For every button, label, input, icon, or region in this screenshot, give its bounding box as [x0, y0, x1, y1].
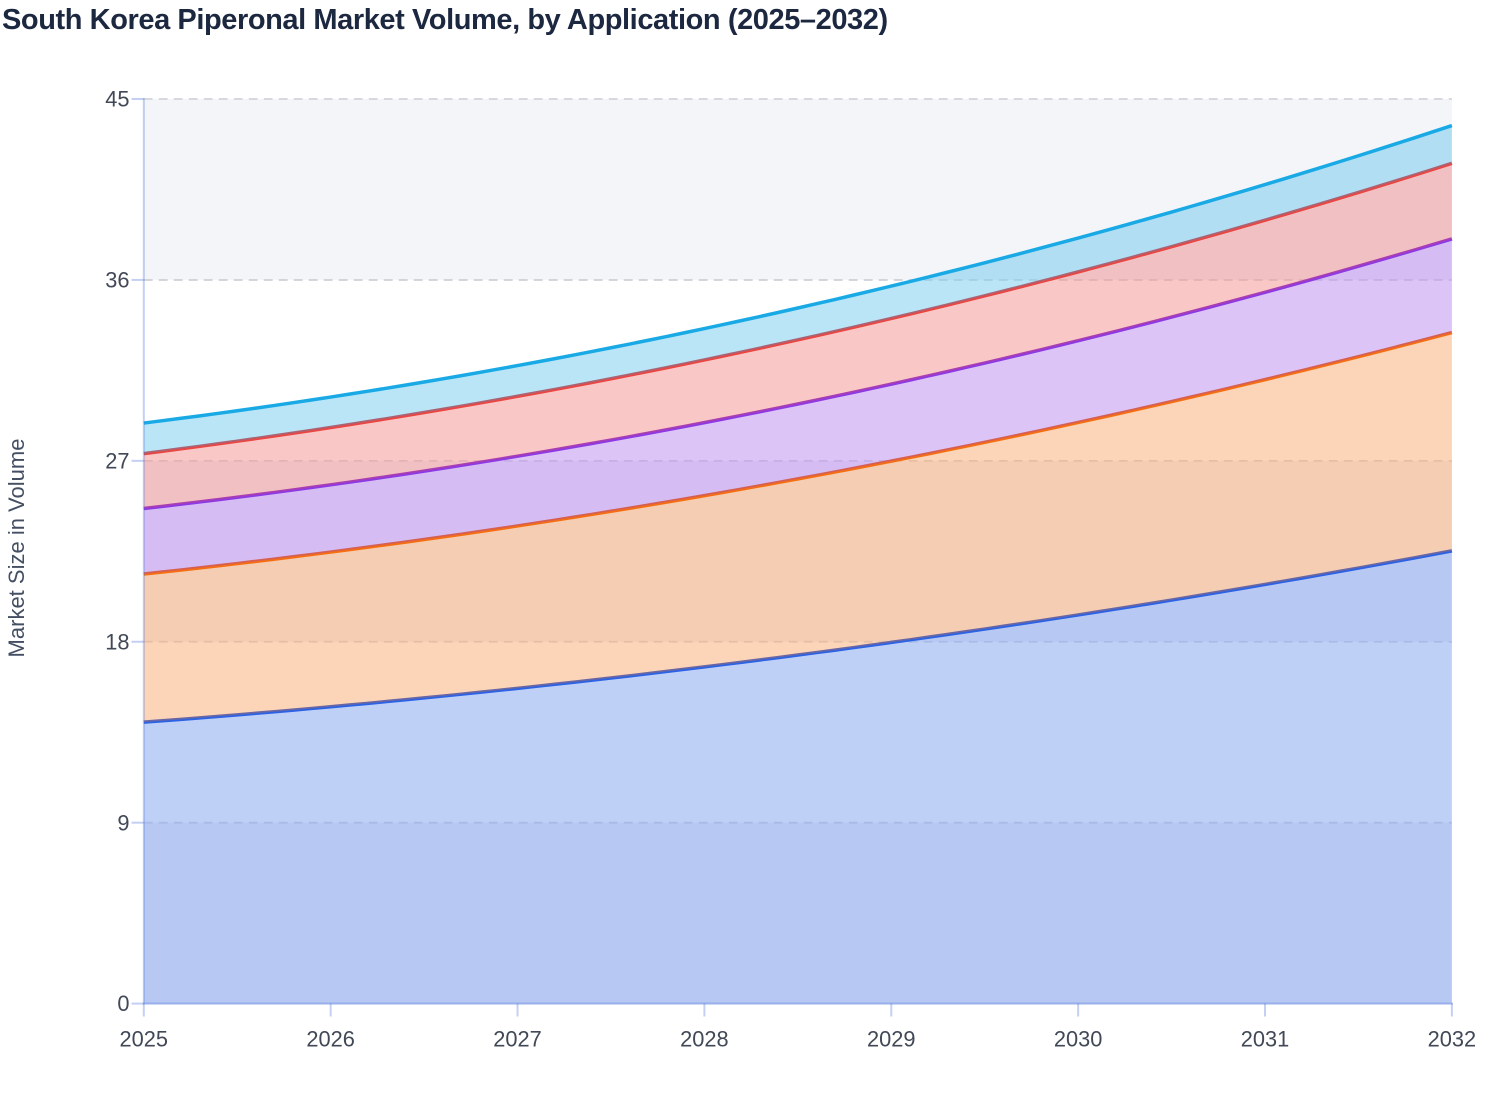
- svg-text:2031: 2031: [1241, 1027, 1290, 1052]
- svg-text:2032: 2032: [1428, 1027, 1477, 1052]
- svg-text:36: 36: [105, 268, 129, 293]
- svg-text:2026: 2026: [306, 1027, 355, 1052]
- svg-text:27: 27: [105, 448, 129, 473]
- svg-text:45: 45: [105, 87, 129, 112]
- svg-text:2030: 2030: [1054, 1027, 1103, 1052]
- svg-text:9: 9: [117, 810, 129, 835]
- svg-text:2025: 2025: [120, 1027, 169, 1052]
- svg-text:18: 18: [105, 629, 129, 654]
- svg-text:2028: 2028: [680, 1027, 729, 1052]
- svg-text:Market Size in Volume: Market Size in Volume: [4, 439, 29, 658]
- svg-text:2029: 2029: [867, 1027, 916, 1052]
- svg-text:2027: 2027: [493, 1027, 542, 1052]
- svg-text:South Korea Piperonal Market V: South Korea Piperonal Market Volume, by …: [2, 4, 888, 36]
- svg-text:0: 0: [117, 991, 129, 1016]
